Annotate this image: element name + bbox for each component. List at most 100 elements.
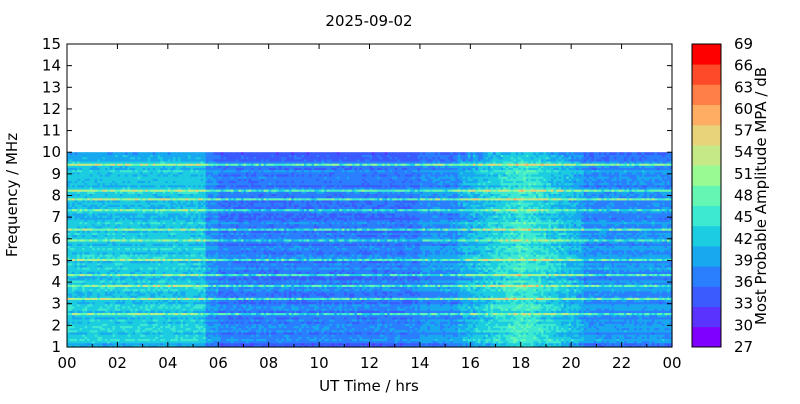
heatmap-cell (606, 344, 610, 348)
heatmap-cell (99, 338, 103, 342)
heatmap-cell (112, 342, 116, 346)
heatmap-cell (172, 342, 176, 346)
heatmap-cell (384, 334, 388, 337)
heatmap-cell (185, 329, 189, 333)
heatmap-cell (528, 340, 532, 344)
heatmap-cell (545, 344, 550, 348)
heatmap-cell (586, 344, 590, 348)
heatmap-cell (109, 329, 113, 333)
heatmap-cell (467, 340, 471, 344)
heatmap-cell (654, 340, 658, 344)
heatmap-cell (281, 331, 285, 335)
heatmap-cell (457, 336, 461, 339)
heatmap-cell (634, 336, 638, 339)
heatmap-cell (359, 329, 363, 333)
heatmap-cell (646, 344, 650, 348)
heatmap-cell (69, 336, 73, 339)
heatmap-cell (271, 342, 275, 346)
heatmap-cell (341, 342, 345, 346)
heatmap-cell (180, 329, 184, 333)
heatmap-cell (510, 329, 514, 333)
heatmap-cell (485, 334, 489, 337)
heatmap-cell (235, 342, 240, 346)
heatmap-cell (268, 340, 272, 344)
heatmap-cell (167, 340, 171, 344)
heatmap-cell (205, 329, 209, 333)
heatmap-cell (588, 344, 592, 348)
heatmap-cell (107, 342, 111, 346)
heatmap-cell (291, 336, 295, 339)
heatmap-cell (601, 334, 605, 337)
heatmap-cell (356, 329, 361, 333)
heatmap-cell (303, 340, 308, 344)
heatmap-cell (210, 342, 214, 346)
heatmap-cell (372, 336, 376, 339)
heatmap-cell (422, 329, 426, 333)
heatmap-cell (142, 344, 146, 348)
heatmap-cell (583, 334, 587, 337)
heatmap-cell (404, 344, 408, 348)
heatmap-cell (349, 338, 353, 342)
heatmap-cell (533, 340, 537, 344)
heatmap-cell (513, 334, 517, 337)
heatmap-cell (319, 338, 323, 342)
heatmap-cell (72, 336, 76, 339)
heatmap-cell (309, 334, 313, 337)
heatmap-cell (366, 331, 371, 335)
heatmap-cell (606, 334, 610, 337)
heatmap-cell (644, 331, 648, 335)
heatmap-cell (397, 336, 401, 339)
heatmap-cell (661, 336, 666, 339)
heatmap-cell (268, 338, 272, 342)
heatmap-cell (248, 342, 252, 346)
heatmap-cell (457, 334, 461, 337)
heatmap-cell (470, 334, 474, 337)
heatmap-cell (283, 338, 287, 342)
heatmap-cell (170, 340, 174, 344)
heatmap-cell (490, 344, 494, 348)
heatmap-cell (276, 344, 280, 348)
heatmap-cell (190, 344, 194, 348)
heatmap-cell (261, 336, 265, 339)
heatmap-cell (240, 329, 245, 333)
heatmap-cell (366, 344, 371, 348)
heatmap-cell (382, 338, 386, 342)
heatmap-cell (276, 331, 280, 335)
heatmap-cell (487, 340, 492, 344)
heatmap-cell (369, 329, 373, 333)
heatmap-cell (631, 338, 635, 342)
heatmap-cell (422, 342, 426, 346)
heatmap-cell (326, 344, 330, 348)
heatmap-cell (515, 338, 519, 342)
heatmap-cell (281, 336, 285, 339)
heatmap-cell (69, 334, 73, 337)
heatmap-cell (273, 331, 277, 335)
heatmap-cell (379, 342, 383, 346)
heatmap-cell (641, 338, 645, 342)
heatmap-cell (382, 331, 386, 335)
heatmap-cell (263, 336, 267, 339)
heatmap-cell (538, 338, 542, 342)
heatmap-cell (321, 334, 325, 337)
heatmap-cell (124, 344, 129, 348)
heatmap-cell (336, 329, 340, 333)
heatmap-cell (551, 342, 555, 346)
heatmap-cell (566, 340, 570, 344)
heatmap-cell (447, 336, 451, 339)
heatmap-cell (321, 329, 325, 333)
heatmap-cell (404, 336, 408, 339)
heatmap-cell (523, 342, 527, 346)
heatmap-cell (518, 336, 522, 339)
heatmap-cell (309, 342, 313, 346)
heatmap-cell (540, 342, 545, 346)
heatmap-cell (427, 340, 431, 344)
heatmap-cell (397, 334, 401, 337)
heatmap-cell (588, 334, 592, 337)
heatmap-cell (369, 342, 373, 346)
heatmap-cell (354, 336, 358, 339)
heatmap-cell (518, 344, 522, 348)
heatmap-cell (561, 334, 565, 337)
heatmap-cell (175, 338, 179, 342)
heatmap-cell (278, 336, 282, 339)
heatmap-cell (165, 329, 169, 333)
